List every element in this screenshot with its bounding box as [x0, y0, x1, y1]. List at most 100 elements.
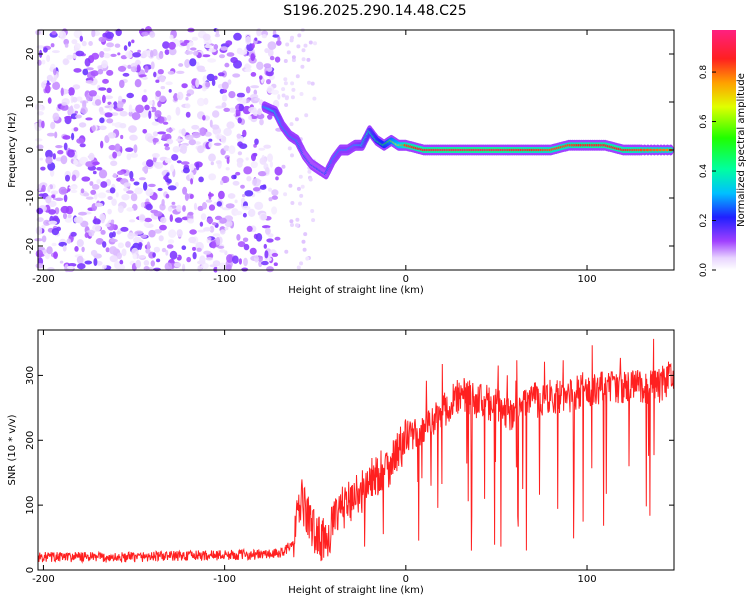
noise-blob — [68, 87, 75, 96]
noise-blob — [192, 246, 196, 251]
noise-blob — [224, 62, 230, 68]
noise-blob — [184, 50, 194, 55]
noise-blob — [289, 219, 294, 224]
noise-blob — [164, 262, 173, 271]
noise-blob — [202, 54, 211, 58]
noise-blob — [308, 40, 313, 45]
noise-blob — [85, 117, 93, 121]
noise-blob — [274, 236, 281, 241]
noise-blob — [291, 55, 296, 60]
noise-blob — [70, 113, 78, 120]
noise-blob — [155, 90, 162, 97]
noise-blob — [98, 169, 108, 179]
noise-blob — [271, 206, 278, 215]
noise-blob — [208, 138, 213, 142]
noise-blob — [265, 227, 271, 235]
noise-blob — [210, 161, 214, 166]
colorbar-tick-label: 0.4 — [699, 164, 709, 179]
noise-blob — [107, 132, 117, 139]
noise-blob — [84, 232, 89, 238]
noise-blob — [289, 122, 294, 127]
noise-blob — [136, 64, 141, 72]
noise-blob — [169, 250, 178, 260]
noise-blob — [151, 153, 160, 158]
noise-blob — [35, 226, 43, 235]
noise-blob — [197, 229, 206, 233]
noise-blob — [122, 72, 130, 77]
noise-blob — [232, 255, 239, 264]
noise-blob — [219, 217, 227, 224]
noise-blob — [153, 229, 162, 234]
noise-blob — [159, 224, 167, 231]
noise-blob — [222, 94, 228, 102]
noise-blob — [226, 254, 234, 263]
noise-blob — [140, 234, 148, 238]
noise-blob — [224, 220, 233, 228]
noise-blob — [215, 237, 221, 246]
noise-blob — [228, 107, 238, 113]
noise-blob — [114, 143, 121, 152]
noise-blob — [236, 133, 242, 139]
noise-blob — [182, 167, 190, 174]
noise-blob — [189, 163, 195, 171]
noise-blob — [193, 202, 198, 211]
noise-blob — [99, 125, 107, 131]
noise-blob — [120, 134, 124, 140]
colorbar-tick-label: 0.8 — [699, 65, 709, 80]
noise-blob — [154, 110, 162, 118]
noise-blob — [81, 246, 85, 253]
noise-blob — [301, 239, 306, 244]
noise-blob — [52, 81, 61, 91]
noise-blob — [82, 68, 89, 76]
noise-blob — [244, 63, 250, 69]
noise-blob — [225, 264, 232, 272]
noise-blob — [46, 246, 53, 255]
noise-blob — [190, 178, 194, 185]
noise-blob — [118, 95, 123, 102]
noise-blob — [132, 253, 138, 260]
noise-blob — [256, 61, 264, 70]
noise-blob — [261, 225, 271, 229]
noise-blob — [266, 266, 274, 273]
noise-blob — [161, 247, 167, 253]
noise-blob — [121, 248, 127, 257]
noise-blob — [53, 68, 57, 76]
noise-blob — [238, 103, 244, 112]
snr-x-axis: -200 -100 0 100 — [32, 330, 597, 585]
noise-blob — [221, 81, 229, 90]
noise-blob — [73, 29, 83, 39]
noise-blob — [269, 161, 273, 168]
noise-blob — [158, 51, 164, 60]
noise-blob — [95, 238, 104, 245]
noise-blob — [181, 83, 188, 89]
noise-blob — [153, 246, 161, 253]
noise-blob — [296, 44, 301, 49]
noise-blob — [211, 124, 220, 130]
noise-blob — [266, 79, 271, 85]
noise-blob — [72, 53, 77, 59]
noise-blob — [226, 52, 235, 57]
noise-blob — [259, 118, 264, 126]
y-tick-label: -20 — [25, 238, 36, 254]
noise-blob — [106, 87, 112, 94]
noise-blob — [225, 167, 230, 171]
noise-blob — [85, 80, 94, 84]
noise-blob — [109, 246, 118, 255]
noise-blob — [116, 264, 126, 271]
noise-blob — [167, 206, 173, 212]
noise-blob — [275, 176, 279, 181]
noise-blob — [286, 50, 291, 55]
noise-blob — [259, 75, 263, 80]
noise-blob — [254, 201, 264, 210]
noise-blob — [112, 173, 117, 178]
x-tick-label: 100 — [577, 574, 596, 585]
noise-blob — [150, 260, 155, 267]
noise-blob — [72, 84, 81, 90]
noise-blob — [63, 142, 68, 151]
y-tick-label: 0 — [25, 147, 36, 153]
noise-blob — [301, 48, 306, 53]
noise-blob — [261, 34, 267, 39]
noise-blob — [121, 194, 130, 201]
noise-blob — [79, 35, 84, 42]
noise-blob — [91, 29, 96, 38]
